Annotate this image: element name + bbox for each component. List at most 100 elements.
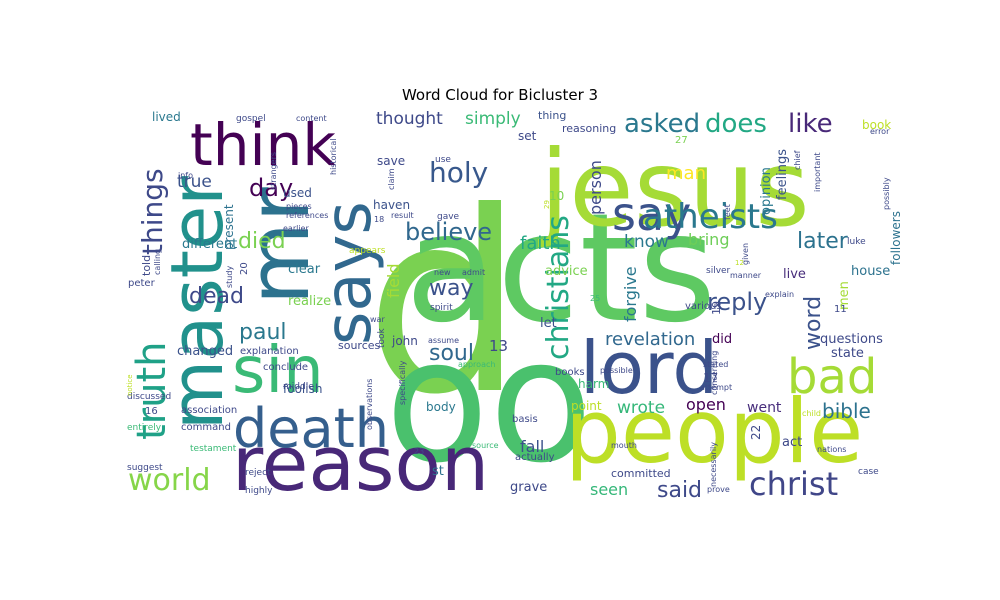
word-23: 23 — [414, 447, 424, 456]
word-simply: simply — [465, 109, 521, 129]
word-harm: harm — [578, 377, 609, 391]
word-result: result — [391, 211, 414, 220]
word-committed: committed — [611, 467, 671, 480]
word-bring: bring — [688, 230, 729, 249]
word-d: d — [365, 158, 524, 449]
word-did: did — [712, 332, 732, 347]
word-bible: bible — [822, 399, 871, 423]
word-child: child — [802, 409, 821, 418]
word-testament: testament — [190, 444, 237, 454]
word-changed: changed — [177, 344, 233, 359]
word-clear: clear — [288, 262, 321, 277]
word-opinion: opinion — [759, 167, 774, 215]
word-let: let — [540, 316, 557, 331]
word-25: 25 — [590, 294, 600, 303]
word-christians: christians — [541, 215, 576, 360]
word-possibly: possibly — [882, 177, 891, 210]
word-true: true — [177, 172, 212, 192]
word-approach: approach — [458, 360, 495, 369]
word-middle: middle — [283, 382, 314, 392]
word-info: info — [178, 171, 193, 180]
word-thought: thought — [376, 109, 443, 129]
word-things: things — [136, 168, 169, 255]
word-discussed: discussed — [127, 392, 171, 402]
word-peter: peter — [128, 278, 156, 289]
word-think: think — [190, 111, 336, 179]
word-given: given — [741, 243, 750, 265]
word-lord: lord — [580, 326, 718, 410]
word-important: important — [813, 152, 822, 192]
word-point: point — [571, 399, 602, 413]
word-revelation: revelation — [605, 329, 695, 350]
word-act: act — [782, 435, 802, 450]
word-27: 27 — [675, 135, 688, 146]
word-followers: followers — [889, 211, 903, 265]
word-chief: chief — [793, 150, 802, 170]
word-used: used — [283, 186, 312, 200]
word-does: does — [705, 109, 767, 139]
word-save: save — [377, 154, 405, 168]
word-admit: admit — [462, 268, 485, 277]
word-sources: sources — [338, 339, 381, 352]
word-conclude: conclude — [263, 362, 308, 373]
word-attempt: attempt — [700, 383, 732, 392]
word-body: body — [426, 400, 456, 414]
word-22: 22 — [749, 425, 763, 440]
word-holy: holy — [429, 156, 488, 189]
word-concerning: concerning — [710, 351, 719, 395]
word-faith: faith — [520, 233, 561, 254]
word-war: war — [370, 315, 385, 324]
word-told: told — [140, 255, 153, 276]
word-say: say — [612, 187, 691, 241]
word-death: death — [233, 397, 389, 460]
word-earlier: earlier — [283, 224, 309, 233]
word-word: word — [801, 296, 826, 350]
word-18: 18 — [374, 215, 384, 224]
word-historical: historical — [329, 138, 338, 175]
word-command: command — [181, 422, 231, 433]
word-man: man — [666, 163, 706, 184]
word-prove: prove — [707, 485, 730, 494]
word-explanation: explanation — [240, 346, 299, 357]
word-16: 16 — [145, 406, 158, 417]
word-assume: assume — [428, 336, 459, 345]
word-atheists: atheists — [643, 197, 778, 237]
word-19: 19 — [710, 301, 723, 315]
word-entirely: entirely — [127, 423, 162, 433]
word-error: error — [870, 127, 890, 136]
word-says: says — [312, 201, 386, 345]
word-20: 20 — [239, 262, 250, 275]
word-different: different — [182, 237, 237, 252]
word-jesus: jesus — [538, 128, 810, 250]
word-10: 10 — [549, 189, 564, 203]
word-highly: highly — [245, 486, 273, 496]
word-necessarily: necessarily — [709, 442, 718, 487]
word-seen: seen — [590, 480, 628, 499]
word-pieces: pieces — [286, 202, 312, 211]
word-13: 13 — [489, 337, 508, 355]
word-spirit: spirit — [430, 303, 453, 313]
word-gospel: gospel — [236, 114, 266, 124]
word-29: 29 — [543, 200, 551, 209]
word-field: field — [384, 263, 403, 298]
word-wrote: wrote — [617, 398, 665, 418]
word-world: world — [128, 463, 211, 498]
word-set: set — [518, 129, 537, 143]
word-house: house — [851, 264, 890, 279]
word-believe: believe — [405, 218, 492, 246]
word-association: association — [181, 405, 237, 416]
word-observations: observations — [365, 379, 374, 430]
word-went: went — [747, 400, 782, 416]
word-claim: claim — [387, 168, 396, 190]
word-luke: luke — [847, 237, 866, 247]
word-specifically: specifically — [398, 360, 407, 405]
word-appears: appears — [349, 246, 386, 256]
word-john: john — [391, 334, 418, 348]
word-truth: truth — [129, 341, 175, 440]
word-content: content — [296, 114, 327, 123]
word-soul: soul — [429, 341, 474, 366]
word-christ: christ — [749, 465, 838, 503]
word-various: various — [685, 301, 722, 312]
word-manner: manner — [730, 271, 762, 280]
word-said: said — [657, 478, 702, 503]
